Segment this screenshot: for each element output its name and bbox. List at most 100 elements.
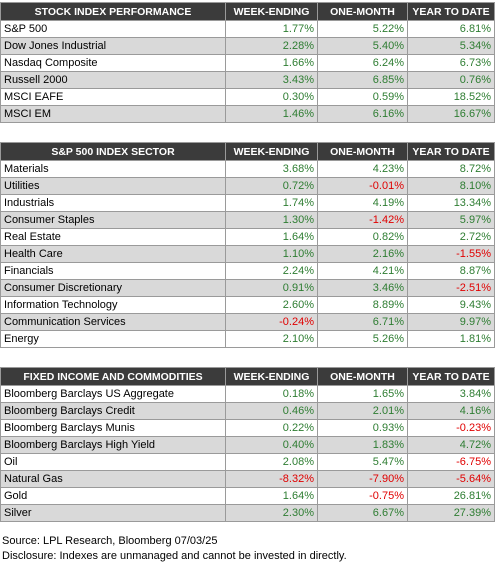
stock-header-month: ONE-MONTH — [317, 2, 408, 21]
row-name-cell: Industrials — [0, 194, 226, 212]
one-month-cell: 6.67% — [317, 504, 408, 522]
one-month-cell: -7.90% — [317, 470, 408, 488]
sector-header-month: ONE-MONTH — [317, 142, 408, 161]
year-to-date-cell: 9.43% — [407, 296, 495, 314]
year-to-date-cell: 26.81% — [407, 487, 495, 505]
year-to-date-cell: 3.84% — [407, 385, 495, 403]
sector-header-row: S&P 500 INDEX SECTOR WEEK-ENDING ONE-MON… — [0, 142, 495, 161]
sector-header-week: WEEK-ENDING — [225, 142, 318, 161]
table-row: Materials 3.68% 4.23% 8.72% — [0, 160, 495, 178]
fixed-header-ytd: YEAR TO DATE — [407, 367, 495, 386]
week-ending-cell: 2.10% — [225, 330, 318, 348]
week-ending-cell: 1.66% — [225, 54, 318, 72]
year-to-date-cell: 8.10% — [407, 177, 495, 195]
one-month-cell: 4.23% — [317, 160, 408, 178]
week-ending-cell: 2.60% — [225, 296, 318, 314]
table-row: Consumer Discretionary 0.91% 3.46% -2.51% — [0, 279, 495, 297]
fixed-header-month: ONE-MONTH — [317, 367, 408, 386]
row-name-cell: Nasdaq Composite — [0, 54, 226, 72]
week-ending-cell: 3.68% — [225, 160, 318, 178]
one-month-cell: -0.01% — [317, 177, 408, 195]
year-to-date-cell: 8.72% — [407, 160, 495, 178]
week-ending-cell: 0.22% — [225, 419, 318, 437]
row-name-cell: Materials — [0, 160, 226, 178]
one-month-cell: 0.93% — [317, 419, 408, 437]
week-ending-cell: 0.18% — [225, 385, 318, 403]
table-row: Russell 2000 3.43% 6.85% 0.76% — [0, 71, 495, 89]
year-to-date-cell: 5.97% — [407, 211, 495, 229]
fixed-rows: Bloomberg Barclays US Aggregate 0.18% 1.65… — [0, 385, 495, 522]
week-ending-cell: -8.32% — [225, 470, 318, 488]
stock-header-row: STOCK INDEX PERFORMANCE WEEK-ENDING ONE-… — [0, 2, 495, 21]
week-ending-cell: 2.08% — [225, 453, 318, 471]
table-row: Bloomberg Barclays Munis 0.22% 0.93% -0.23% — [0, 419, 495, 437]
year-to-date-cell: 1.81% — [407, 330, 495, 348]
year-to-date-cell: 9.97% — [407, 313, 495, 331]
fixed-header-week: WEEK-ENDING — [225, 367, 318, 386]
week-ending-cell: 2.28% — [225, 37, 318, 55]
year-to-date-cell: 8.87% — [407, 262, 495, 280]
week-ending-cell: 1.10% — [225, 245, 318, 263]
section-spacer — [0, 348, 495, 367]
table-row: Energy 2.10% 5.26% 1.81% — [0, 330, 495, 348]
section-spacer — [0, 123, 495, 142]
table-row: Gold 1.64% -0.75% 26.81% — [0, 487, 495, 505]
row-name-cell: Dow Jones Industrial — [0, 37, 226, 55]
week-ending-cell: 1.64% — [225, 228, 318, 246]
year-to-date-cell: -0.23% — [407, 419, 495, 437]
week-ending-cell: 1.30% — [225, 211, 318, 229]
week-ending-cell: 1.46% — [225, 105, 318, 123]
row-name-cell: Consumer Discretionary — [0, 279, 226, 297]
one-month-cell: -0.75% — [317, 487, 408, 505]
year-to-date-cell: -6.75% — [407, 453, 495, 471]
one-month-cell: 6.85% — [317, 71, 408, 89]
row-name-cell: Gold — [0, 487, 226, 505]
one-month-cell: 4.21% — [317, 262, 408, 280]
stock-header-week: WEEK-ENDING — [225, 2, 318, 21]
year-to-date-cell: 27.39% — [407, 504, 495, 522]
table-row: Oil 2.08% 5.47% -6.75% — [0, 453, 495, 471]
week-ending-cell: 3.43% — [225, 71, 318, 89]
row-name-cell: Bloomberg Barclays US Aggregate — [0, 385, 226, 403]
table-row: Bloomberg Barclays High Yield 0.40% 1.83% 4… — [0, 436, 495, 454]
table-row: Silver 2.30% 6.67% 27.39% — [0, 504, 495, 522]
row-name-cell: Bloomberg Barclays High Yield — [0, 436, 226, 454]
sector-table: S&P 500 INDEX SECTOR WEEK-ENDING ONE-MON… — [0, 142, 495, 348]
table-row: Industrials 1.74% 4.19% 13.34% — [0, 194, 495, 212]
sector-header-ytd: YEAR TO DATE — [407, 142, 495, 161]
week-ending-cell: 1.64% — [225, 487, 318, 505]
year-to-date-cell: 16.67% — [407, 105, 495, 123]
one-month-cell: 8.89% — [317, 296, 408, 314]
year-to-date-cell: 4.16% — [407, 402, 495, 420]
footnotes: Source: LPL Research, Bloomberg 07/03/25… — [0, 534, 495, 564]
week-ending-cell: 0.40% — [225, 436, 318, 454]
year-to-date-cell: -1.55% — [407, 245, 495, 263]
table-row: Nasdaq Composite 1.66% 6.24% 6.73% — [0, 54, 495, 72]
row-name-cell: MSCI EM — [0, 105, 226, 123]
one-month-cell: 5.40% — [317, 37, 408, 55]
fixed-header-title: FIXED INCOME AND COMMODITIES — [0, 367, 226, 386]
one-month-cell: 5.22% — [317, 20, 408, 38]
table-row: Natural Gas -8.32% -7.90% -5.64% — [0, 470, 495, 488]
year-to-date-cell: 18.52% — [407, 88, 495, 106]
table-row: Utilities 0.72% -0.01% 8.10% — [0, 177, 495, 195]
one-month-cell: 6.16% — [317, 105, 408, 123]
week-ending-cell: 1.74% — [225, 194, 318, 212]
one-month-cell: -1.42% — [317, 211, 408, 229]
year-to-date-cell: 6.81% — [407, 20, 495, 38]
week-ending-cell: -0.24% — [225, 313, 318, 331]
one-month-cell: 3.46% — [317, 279, 408, 297]
one-month-cell: 5.47% — [317, 453, 408, 471]
year-to-date-cell: 0.76% — [407, 71, 495, 89]
row-name-cell: MSCI EAFE — [0, 88, 226, 106]
row-name-cell: Real Estate — [0, 228, 226, 246]
row-name-cell: Information Technology — [0, 296, 226, 314]
year-to-date-cell: 2.72% — [407, 228, 495, 246]
year-to-date-cell: -5.64% — [407, 470, 495, 488]
one-month-cell: 0.59% — [317, 88, 408, 106]
week-ending-cell: 2.24% — [225, 262, 318, 280]
week-ending-cell: 1.77% — [225, 20, 318, 38]
table-row: Real Estate 1.64% 0.82% 2.72% — [0, 228, 495, 246]
row-name-cell: Energy — [0, 330, 226, 348]
